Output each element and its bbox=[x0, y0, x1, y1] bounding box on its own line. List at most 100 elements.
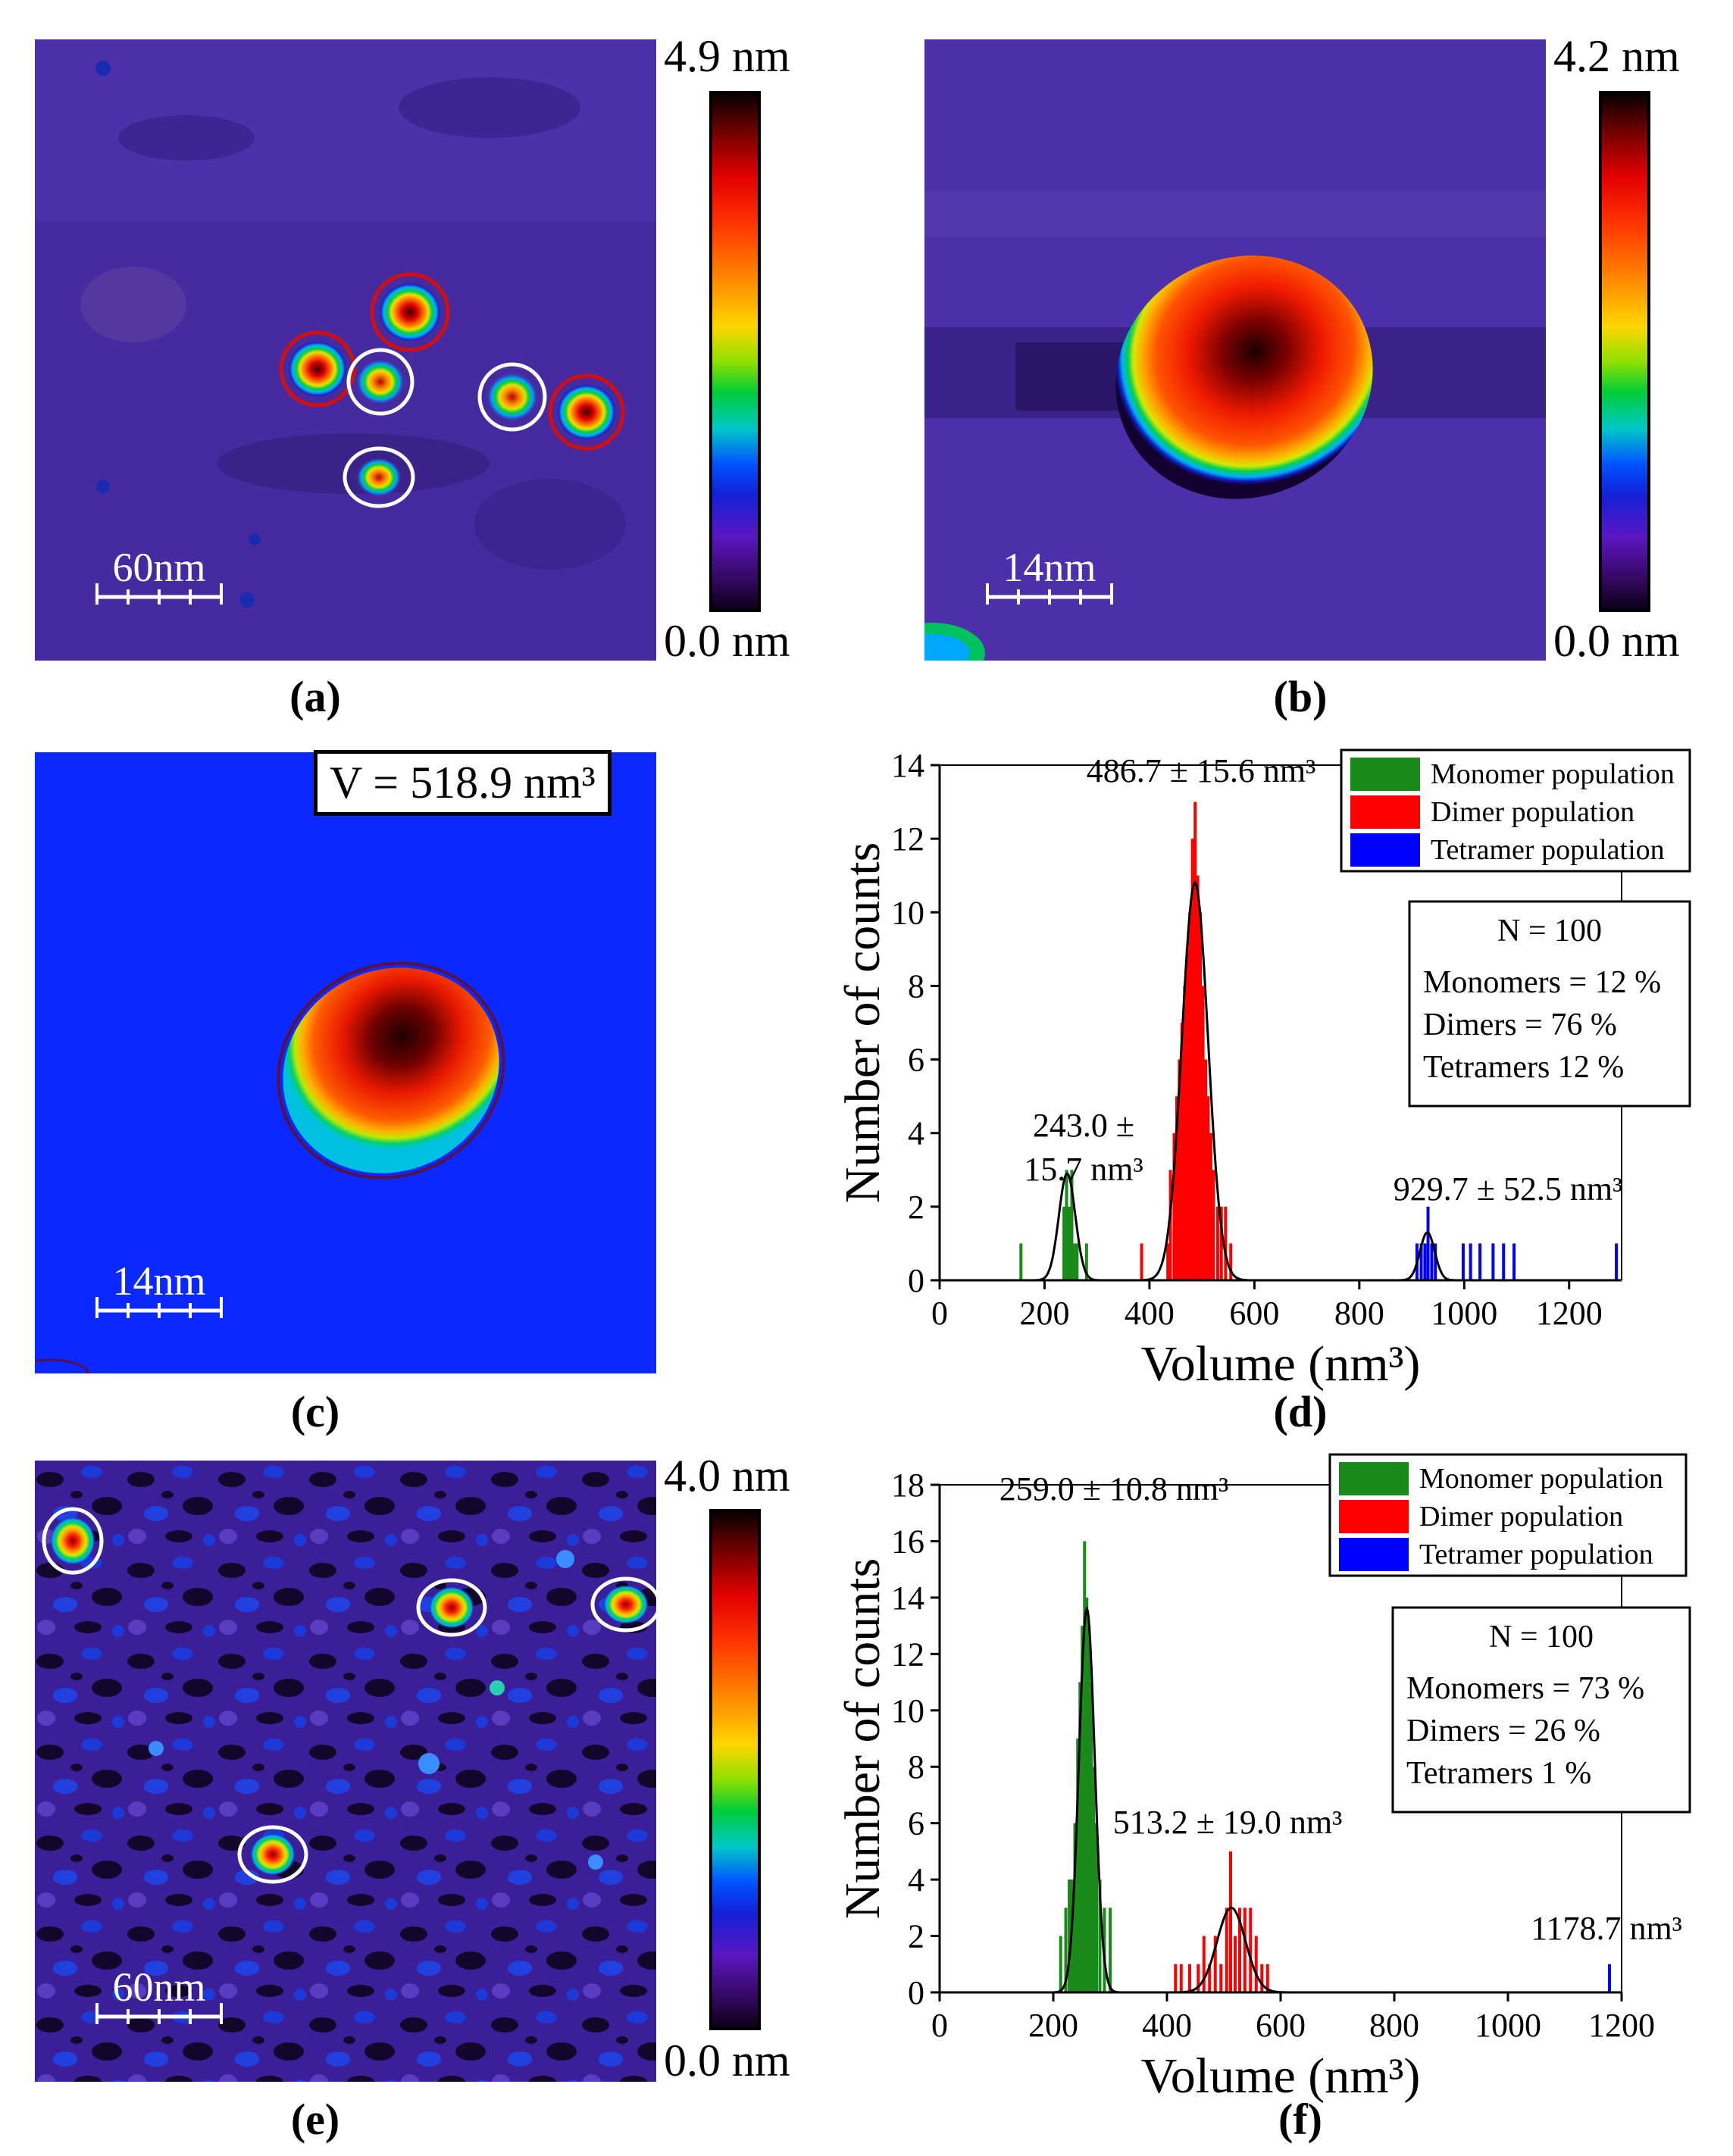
particle bbox=[556, 383, 617, 441]
bar bbox=[1076, 1739, 1080, 1992]
histogram-f: 0 200 400 600 800 1000 1200 0 2 4 6 8 10 12 14 16 18 Volu… bbox=[835, 1453, 1691, 2104]
bar bbox=[1615, 1243, 1619, 1280]
monomer-marker bbox=[237, 1825, 308, 1884]
dimer-marker bbox=[370, 272, 450, 352]
particle bbox=[50, 1517, 95, 1565]
scale-label: 60nm bbox=[112, 545, 206, 590]
peak-annotation: 513.2 ± 19.0 nm³ bbox=[1113, 1804, 1343, 1841]
bar bbox=[1075, 1243, 1079, 1280]
scale-label: 14nm bbox=[1003, 545, 1096, 590]
bar bbox=[1260, 1964, 1264, 1992]
dimer-marker bbox=[548, 373, 625, 451]
particle bbox=[429, 1586, 474, 1629]
bar bbox=[1196, 875, 1200, 1280]
bar bbox=[1092, 1767, 1096, 1992]
gaussian-fit-line bbox=[1034, 1172, 1100, 1282]
bar bbox=[1068, 1879, 1071, 1992]
afm-image-e bbox=[35, 1461, 656, 2082]
bar bbox=[1078, 1682, 1082, 1992]
y-tick-label: 18 bbox=[891, 1467, 924, 1504]
gaussian-fit-line bbox=[1397, 1231, 1457, 1282]
y-tick-label: 4 bbox=[908, 1115, 924, 1152]
x-tick-label: 800 bbox=[1334, 1295, 1384, 1332]
stats-line: Monomers = 73 % bbox=[1406, 1671, 1644, 1706]
bar bbox=[1608, 1964, 1612, 1992]
colorbar-max-b: 4.2 nm bbox=[1553, 31, 1680, 81]
x-tick-label: 400 bbox=[1125, 1295, 1175, 1332]
x-tick-label: 400 bbox=[1142, 2007, 1192, 2044]
bar bbox=[1209, 1133, 1212, 1280]
bar bbox=[1238, 1908, 1241, 1992]
legend-label: Monomer population bbox=[1419, 1463, 1663, 1495]
stats-box bbox=[1408, 900, 1691, 1108]
bar bbox=[1068, 1206, 1071, 1280]
bar bbox=[1185, 948, 1189, 1280]
stats-line: Dimers = 26 % bbox=[1406, 1714, 1600, 1748]
gaussian-fit-line bbox=[1142, 880, 1248, 1282]
y-tick-label: 2 bbox=[908, 1189, 924, 1226]
bar bbox=[1265, 1964, 1269, 1992]
particle bbox=[287, 340, 348, 398]
bar bbox=[1204, 1059, 1207, 1280]
bar bbox=[1213, 1936, 1217, 1992]
bar bbox=[1174, 1964, 1178, 1992]
stats-line: Tetramers 1 % bbox=[1406, 1756, 1591, 1791]
bar bbox=[1197, 1964, 1200, 1992]
y-tick-label: 6 bbox=[908, 1805, 924, 1842]
y-tick-label: 8 bbox=[908, 1748, 924, 1786]
stats-line: Dimers = 76 % bbox=[1423, 1008, 1617, 1042]
bar bbox=[1168, 1170, 1172, 1280]
x-tick-label: 1000 bbox=[1475, 2007, 1541, 2044]
bar bbox=[1072, 1243, 1076, 1280]
scale-bar-c: 14nm bbox=[95, 1258, 224, 1326]
x-tick-label: 0 bbox=[931, 2007, 948, 2044]
legend-swatch bbox=[1350, 833, 1420, 867]
monomer-marker bbox=[477, 362, 547, 432]
bar bbox=[1225, 1908, 1228, 1992]
legend-label: Tetramer population bbox=[1431, 834, 1665, 866]
x-tick-label: 800 bbox=[1369, 2007, 1419, 2044]
legend-swatch bbox=[1339, 1500, 1409, 1533]
caption-c: (c) bbox=[290, 1387, 340, 1436]
bar bbox=[1423, 1243, 1427, 1280]
bar bbox=[1081, 1626, 1084, 1992]
bar bbox=[1502, 1243, 1506, 1280]
y-tick-label: 2 bbox=[908, 1918, 924, 1955]
monomer-marker bbox=[590, 1576, 656, 1633]
bar bbox=[1219, 1964, 1223, 1992]
caption-f: (f) bbox=[1278, 2095, 1322, 2144]
bar bbox=[1090, 1682, 1093, 1992]
bar bbox=[1175, 1096, 1178, 1280]
dimer-marker bbox=[279, 330, 356, 408]
bar bbox=[1224, 1206, 1228, 1280]
bar bbox=[1019, 1243, 1023, 1280]
bar bbox=[1085, 1597, 1089, 1992]
bar bbox=[1215, 1206, 1219, 1280]
bar bbox=[1188, 1964, 1191, 1992]
bar bbox=[1491, 1243, 1495, 1280]
bar bbox=[1249, 1908, 1253, 1992]
legend-swatch bbox=[1339, 1462, 1409, 1495]
bar bbox=[1206, 1096, 1210, 1280]
y-tick-label: 0 bbox=[908, 1262, 924, 1299]
bar bbox=[1434, 1243, 1437, 1280]
bar bbox=[1208, 1964, 1212, 1992]
particle bbox=[378, 282, 442, 342]
volume-label: V = 518.9 nm³ bbox=[314, 750, 612, 816]
stats-box bbox=[1391, 1606, 1691, 1814]
afm-image-b bbox=[924, 39, 1546, 661]
x-tick-label: 1200 bbox=[1536, 1295, 1603, 1332]
afm-topography-a bbox=[35, 39, 656, 661]
bar bbox=[1430, 1243, 1434, 1280]
legend-label: Monomer population bbox=[1431, 758, 1675, 790]
bar bbox=[1178, 1059, 1181, 1280]
bar bbox=[1254, 1936, 1258, 1992]
peak-annotation: 259.0 ± 10.8 nm³ bbox=[999, 1470, 1229, 1508]
caption-b: (b) bbox=[1273, 672, 1328, 721]
colorbar-min-b: 0.0 nm bbox=[1553, 616, 1680, 666]
scale-bar-a: 60nm bbox=[95, 544, 224, 612]
bar bbox=[1073, 1823, 1077, 1992]
bar bbox=[1202, 1936, 1206, 1992]
particle bbox=[1115, 255, 1373, 499]
afm-image-a bbox=[35, 39, 656, 661]
